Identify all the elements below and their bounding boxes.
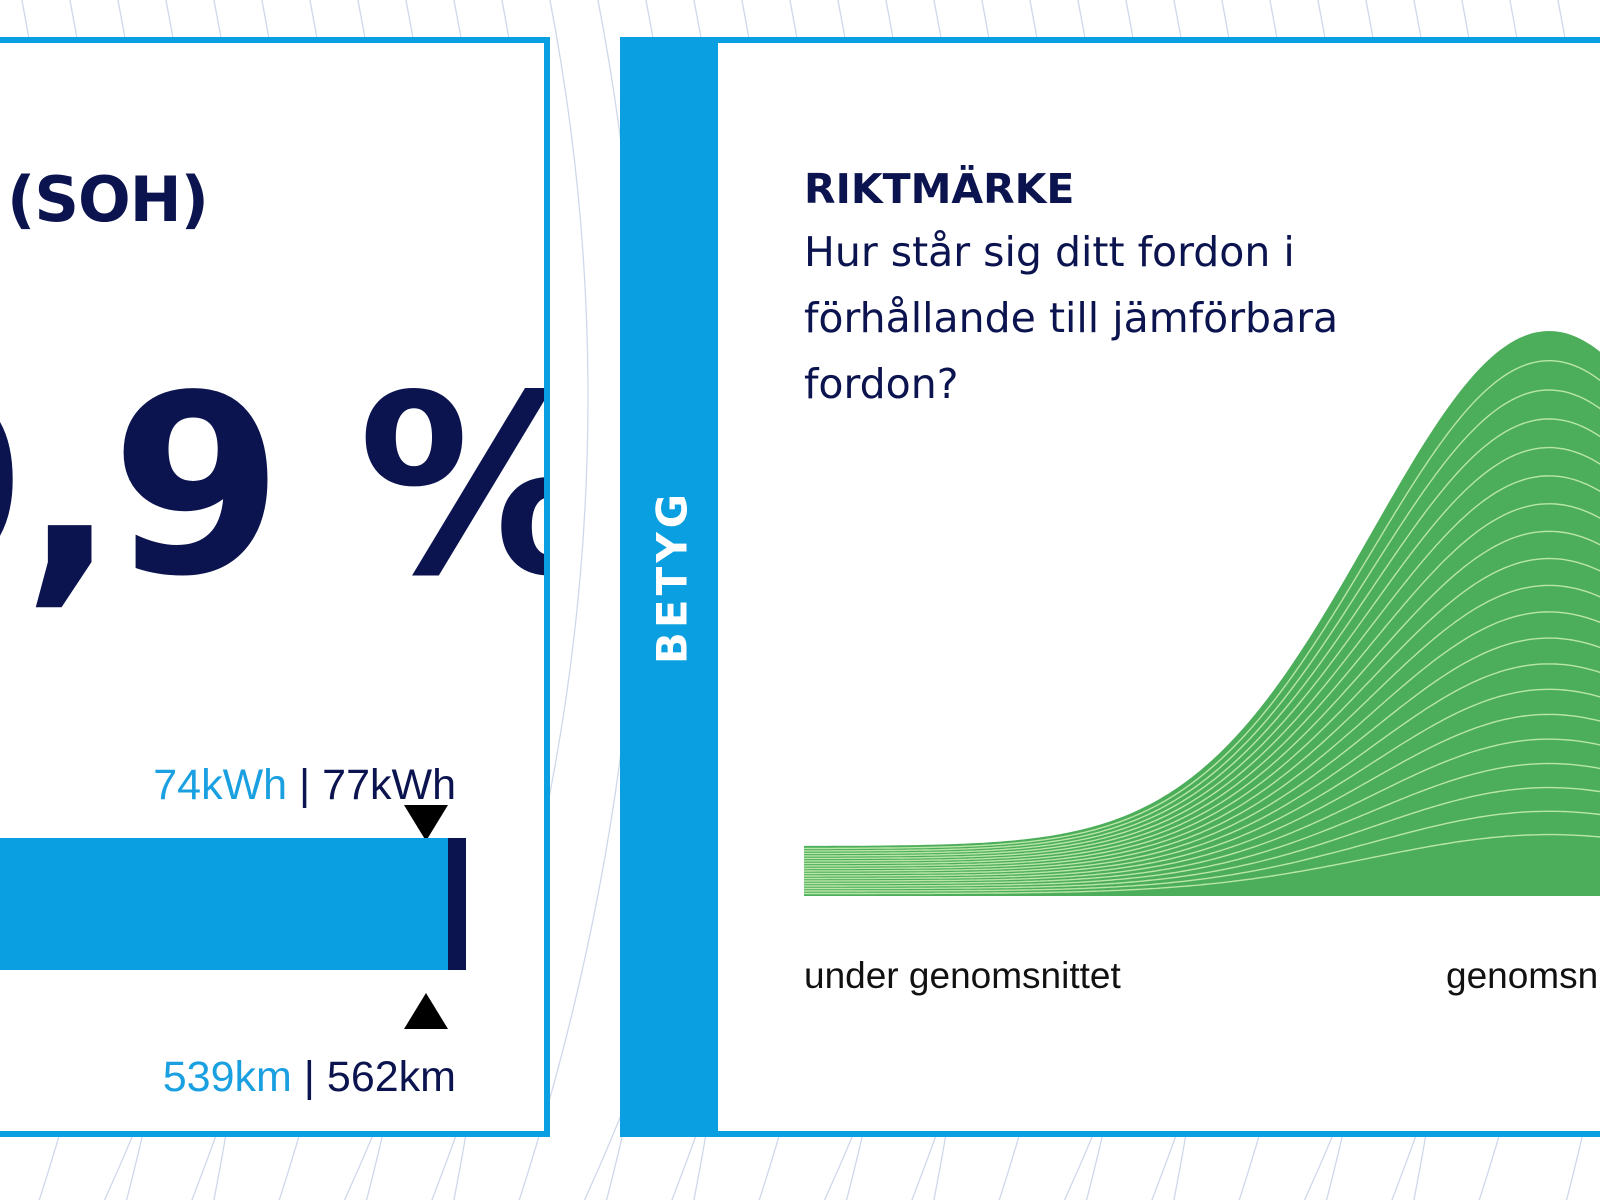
curve-fill [804,331,1600,896]
curve-contour-line [804,611,1600,872]
curve-contour-line [804,786,1600,890]
curve-contour-line [804,557,1600,867]
benchmark-question: Hur står sig ditt fordon i förhållande t… [804,228,1339,408]
capacity-readout: 74kWh | 77kWh [153,761,456,810]
curve-contour-line [804,713,1600,882]
marker-down-icon [404,805,448,841]
curve-contour-line [804,360,1600,850]
capacity-bar-remainder [447,838,466,970]
side-label: BETYG [647,489,697,665]
soh-value: 9,9 % [0,343,544,631]
capacity-bar-fill [0,838,448,970]
curve-contour-line [804,663,1600,877]
benchmark-card: BETYG RIKTMÄRKE Hur står sig ditt fordon… [620,37,1600,1137]
side-band: BETYG [626,43,718,1131]
range-total: 562km [326,1053,456,1101]
curve-contour-line [804,584,1600,870]
curve-contour-line [804,738,1600,885]
label-average: genomsnittet [1446,955,1600,996]
curve-contour-line [804,688,1600,880]
capacity-separator: | [299,761,311,809]
marker-up-icon [404,993,448,1029]
soh-card: D (SOH) 9,9 % 74kWh | 77kWh 539km | 562k… [0,37,550,1137]
curve-contour-line [804,833,1600,895]
soh-title: D (SOH) [0,163,209,236]
curve-contour-line [804,475,1600,860]
curve-contour-line [804,418,1600,855]
benchmark-heading: RIKTMÄRKE [804,165,1075,213]
range-current: 539km [162,1053,292,1101]
range-readout: 539km | 562km [163,1053,456,1102]
curve-contour-line [804,446,1600,857]
distribution-curve [804,331,1600,896]
label-below-average: under genomsnittet [804,955,1121,996]
curve-contour-line [804,530,1600,865]
curve-contour-line [804,810,1600,892]
curve-contour-line [804,389,1600,852]
curve-contour-line [804,637,1600,875]
capacity-current: 74kWh [153,761,288,809]
capacity-total: 77kWh [322,761,456,809]
capacity-bar [0,838,466,970]
curve-contour-line [804,503,1600,862]
curve-contour-line [804,762,1600,887]
range-separator: | [303,1053,315,1101]
